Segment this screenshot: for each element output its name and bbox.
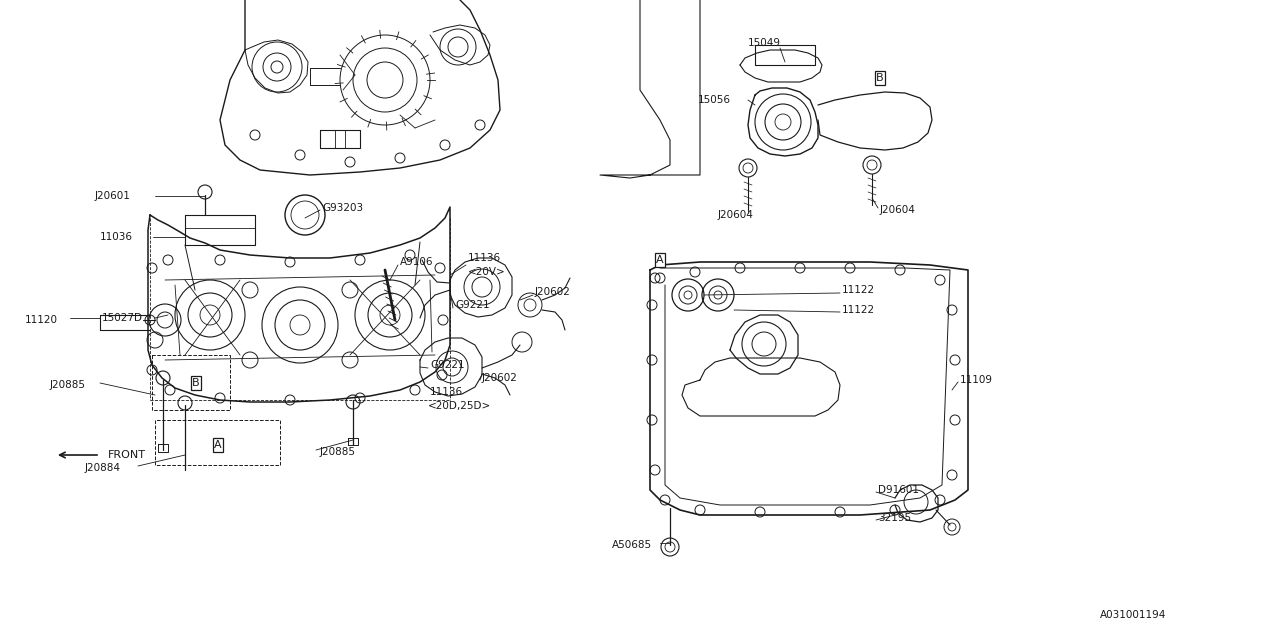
Text: D91601: D91601 [878,485,919,495]
Text: J20885: J20885 [50,380,86,390]
Text: 15056: 15056 [698,95,731,105]
Text: A9106: A9106 [399,257,434,267]
Text: J20885: J20885 [320,447,356,457]
Text: G93203: G93203 [323,203,364,213]
Text: A: A [214,440,221,450]
Text: G9221: G9221 [454,300,490,310]
Text: G9221: G9221 [430,360,465,370]
Text: 11109: 11109 [960,375,993,385]
Text: 11036: 11036 [100,232,133,242]
Text: 11122: 11122 [842,285,876,295]
Text: 11122: 11122 [842,305,876,315]
Text: J20602: J20602 [483,373,518,383]
Text: A50685: A50685 [612,540,652,550]
Text: 11136: 11136 [430,387,463,397]
Text: <20V>: <20V> [468,267,506,277]
Text: J20602: J20602 [535,287,571,297]
Text: 15049: 15049 [748,38,781,48]
Text: 15027D: 15027D [102,313,143,323]
Text: J20604: J20604 [881,205,916,215]
Text: B: B [192,378,200,388]
Text: 11120: 11120 [26,315,58,325]
Text: B: B [877,73,883,83]
Text: 11136: 11136 [468,253,502,263]
Text: <20D,25D>: <20D,25D> [428,401,492,411]
Text: J20604: J20604 [718,210,754,220]
Text: A: A [657,255,664,265]
Text: FRONT: FRONT [108,450,146,460]
Text: 32195: 32195 [878,513,911,523]
Text: J20601: J20601 [95,191,131,201]
Text: A031001194: A031001194 [1100,610,1166,620]
Text: J20884: J20884 [84,463,122,473]
